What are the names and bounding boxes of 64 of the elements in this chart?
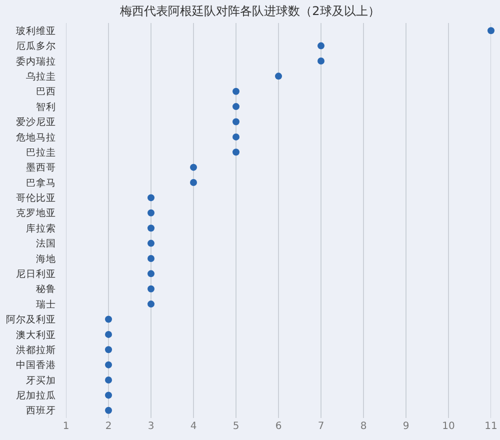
y-tick-label: 库拉索: [26, 222, 56, 234]
x-tick-label: 10: [442, 421, 455, 432]
point: [488, 27, 494, 34]
x-tick-label: 9: [402, 421, 410, 432]
y-tick-label: 海地: [36, 252, 56, 265]
y-tick-label: 智利: [36, 100, 56, 113]
y-tick-label: 中国香港: [16, 359, 56, 372]
point: [148, 209, 154, 216]
point: [148, 240, 154, 247]
y-tick-label: 乌拉圭: [26, 70, 56, 82]
y-tick-label: 西班牙: [26, 404, 56, 417]
point: [148, 194, 154, 202]
point: [318, 42, 324, 50]
point: [232, 148, 240, 156]
x-tick-label: 7: [318, 421, 324, 432]
point: [105, 316, 112, 323]
point: [318, 57, 324, 64]
y-tick-label: 巴西: [36, 86, 56, 98]
x-tick-label: 8: [360, 421, 367, 432]
y-tick-label: 牙买加: [26, 374, 56, 386]
point: [148, 270, 154, 278]
x-tick-label: 2: [105, 421, 112, 432]
y-tick-label: 委内瑞拉: [16, 55, 56, 68]
point: [148, 300, 154, 308]
point: [148, 285, 154, 292]
y-tick-label: 尼加拉瓜: [16, 390, 56, 402]
point: [105, 330, 112, 338]
y-tick-label: 阿尔及利亚: [6, 314, 56, 326]
point: [148, 224, 154, 232]
y-tick-label: 哥伦比亚: [16, 192, 56, 204]
point: [232, 88, 240, 95]
x-tick-label: 11: [484, 421, 498, 432]
y-tick-label: 爱沙尼亚: [16, 116, 56, 128]
point: [232, 103, 240, 110]
point: [275, 72, 282, 80]
chart-title: 梅西代表阿根廷队对阵各队进球数（2球及以上）: [119, 4, 380, 18]
x-tick-label: 3: [148, 421, 154, 432]
y-tick-label: 玻利维亚: [16, 24, 56, 37]
y-tick-label: 巴拉圭: [26, 146, 56, 158]
point: [105, 392, 112, 399]
y-tick-label: 危地马拉: [16, 131, 56, 144]
x-tick-label: 6: [275, 421, 282, 432]
y-tick-label: 秘鲁: [36, 283, 56, 296]
point: [232, 118, 240, 126]
y-tick-label: 厄瓜多尔: [16, 40, 56, 52]
x-tick-label: 1: [62, 421, 70, 432]
point: [105, 376, 112, 384]
point: [190, 164, 197, 171]
y-tick-label: 瑞士: [36, 298, 56, 310]
y-tick-label: 尼日利亚: [16, 268, 56, 280]
x-tick-label: 4: [190, 421, 197, 432]
point: [232, 133, 240, 140]
x-tick-label: 5: [232, 421, 240, 432]
y-tick-label: 法国: [36, 238, 56, 250]
point: [105, 406, 112, 414]
y-tick-label: 墨西哥: [26, 162, 56, 174]
y-tick-label: 洪都拉斯: [16, 344, 56, 356]
point: [190, 179, 197, 186]
point: [105, 346, 112, 354]
point: [105, 361, 112, 368]
y-tick-label: 巴拿马: [26, 176, 56, 189]
y-tick-label: 克罗地亚: [16, 207, 56, 220]
point: [148, 254, 154, 262]
y-tick-label: 澳大利亚: [16, 328, 56, 341]
